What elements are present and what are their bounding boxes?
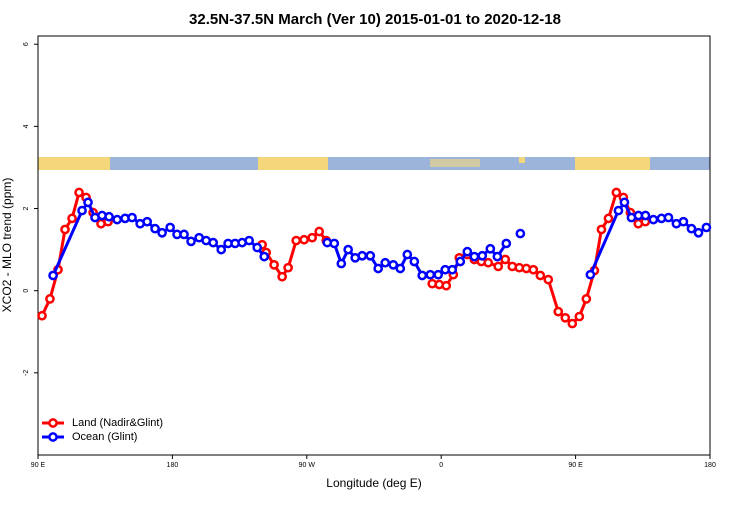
point [244,235,255,246]
point [693,227,704,238]
point [112,214,122,225]
point [640,210,651,221]
point [307,232,318,243]
x-tick-label: 90 E [31,462,46,469]
point [701,222,712,233]
point [291,235,302,246]
point [535,270,546,281]
point [417,270,428,281]
point [395,263,406,274]
point [283,262,293,273]
point [686,223,697,234]
point [37,310,47,321]
point [104,211,114,222]
chart-title: 32.5N-37.5N March (Ver 10) 2015-01-01 to… [189,11,561,28]
point [483,257,494,268]
point [60,224,70,235]
point [388,259,399,270]
point [373,263,384,274]
x-tick-label: 180 [167,462,179,469]
point [553,306,564,317]
point [567,318,578,329]
point [493,261,504,272]
x-axis-label: Longitude (deg E) [326,476,421,490]
point [560,312,571,323]
point [216,244,227,255]
point [343,244,354,255]
x-tick-label: 90 E [568,462,583,469]
point [477,250,488,261]
point [45,294,55,304]
point [603,213,614,224]
point [77,205,87,216]
point [469,251,480,262]
point [380,257,391,268]
legend-label: Ocean (Glint) [72,431,137,443]
point [48,270,58,281]
point [259,251,270,262]
point [409,256,420,267]
point [165,222,176,233]
point [501,238,512,249]
point [83,197,93,208]
point [74,187,84,198]
y-axis-label: XCO2 - MLO trend (ppm) [0,178,14,313]
point [67,213,77,224]
land-ocean-strip [38,157,710,170]
point [611,187,622,198]
point [462,246,473,257]
point [186,236,196,247]
point [613,205,624,216]
point [299,234,309,245]
point [150,223,160,234]
point [574,311,585,322]
point [543,274,554,285]
point [455,256,466,267]
plot-frame [37,35,711,456]
point [581,294,592,304]
y-tick-label: 6 [23,42,30,46]
point [585,269,596,280]
point [127,212,137,223]
x-tick-label: 180 [704,462,716,469]
point [492,251,503,262]
point [179,229,189,240]
point [365,250,376,261]
point [357,250,368,261]
point [269,259,279,270]
y-tick-label: 2 [23,206,30,210]
point [277,271,288,282]
point [663,212,674,223]
y-tick-label: 0 [23,289,30,293]
point [678,216,689,227]
point [441,280,452,291]
legend-marker [48,418,58,428]
point [500,254,511,265]
point [447,264,458,275]
y-tick-label: 4 [23,124,30,128]
point [314,226,325,237]
point [528,264,539,275]
point [425,269,436,280]
point [336,258,347,269]
point [252,242,263,253]
point [208,237,219,248]
point [515,228,526,239]
point [485,243,496,254]
x-tick-label: 90 W [299,462,316,469]
legend-label: Land (Nadir&Glint) [72,417,163,429]
point [596,224,607,235]
x-tick-label: 0 [439,462,443,469]
point [142,216,153,227]
point [329,238,340,249]
point [619,197,630,208]
point [402,249,413,260]
legend-marker [48,432,58,442]
point [648,214,659,225]
y-tick-label: -2 [23,370,30,376]
point [157,227,167,238]
point [433,269,444,280]
